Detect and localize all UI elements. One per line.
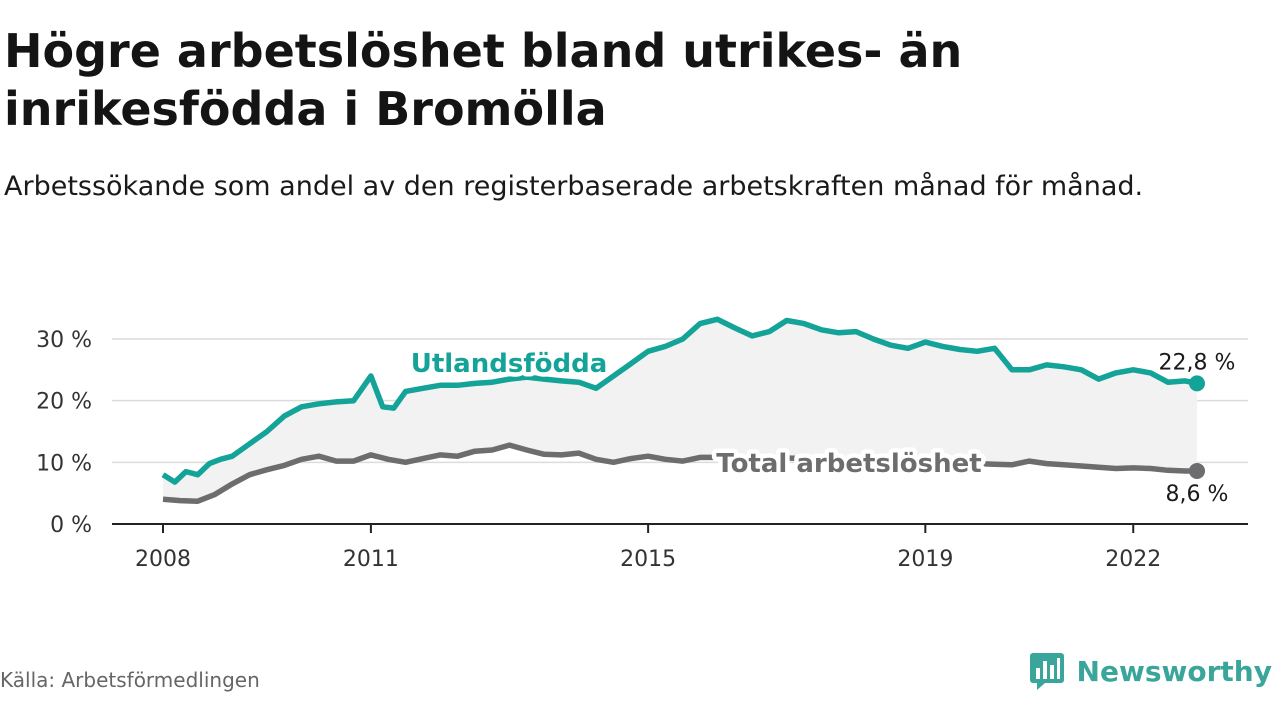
brand-logo[interactable]: Newsworthy <box>1029 652 1272 690</box>
x-tick-label: 2008 <box>135 547 191 572</box>
series-label-foreign: Utlandsfödda <box>411 349 608 379</box>
source-note: Källa: Arbetsförmedlingen <box>0 668 260 692</box>
end-marker-total <box>1189 462 1205 479</box>
series-label-total: Total arbetslöshet <box>716 449 981 479</box>
chart-title: Högre arbetslöshet bland utrikes- än inr… <box>4 24 963 136</box>
newsworthy-logo-icon <box>1029 653 1064 690</box>
end-label-total: 8,6 % <box>1166 482 1229 507</box>
x-tick-label: 2019 <box>897 547 953 572</box>
series-labels: 22,8 % 8,6 % Utlandsfödda Total arbetslöshe… <box>406 345 1238 510</box>
gridlines: 0 % 10 % 20 % 30 % <box>36 328 1248 538</box>
y-tick-label: 10 % <box>36 451 92 476</box>
line-chart: 0 % 10 % 20 % 30 % 22,8 % 8,6 % Utlandsfödda T… <box>36 316 1248 572</box>
end-label-foreign: 22,8 % <box>1159 350 1236 375</box>
y-tick-label: 0 % <box>50 513 92 538</box>
x-tick-label: 2011 <box>343 547 399 572</box>
x-tick-label: 2015 <box>620 547 676 572</box>
y-tick-label: 20 % <box>36 390 92 415</box>
x-tick-label: 2022 <box>1105 547 1161 572</box>
end-marker-foreign <box>1189 375 1205 392</box>
x-axis: 2008 2011 2015 2019 2022 <box>112 523 1248 572</box>
chart-subtitle: Arbetssökande som andel av den registerb… <box>4 171 1144 202</box>
series-line-foreign <box>161 316 1198 485</box>
y-tick-label: 30 % <box>36 328 92 353</box>
series-line-total <box>162 442 1197 504</box>
brand-name: Newsworthy <box>1076 654 1272 688</box>
gap-band <box>163 319 1197 502</box>
